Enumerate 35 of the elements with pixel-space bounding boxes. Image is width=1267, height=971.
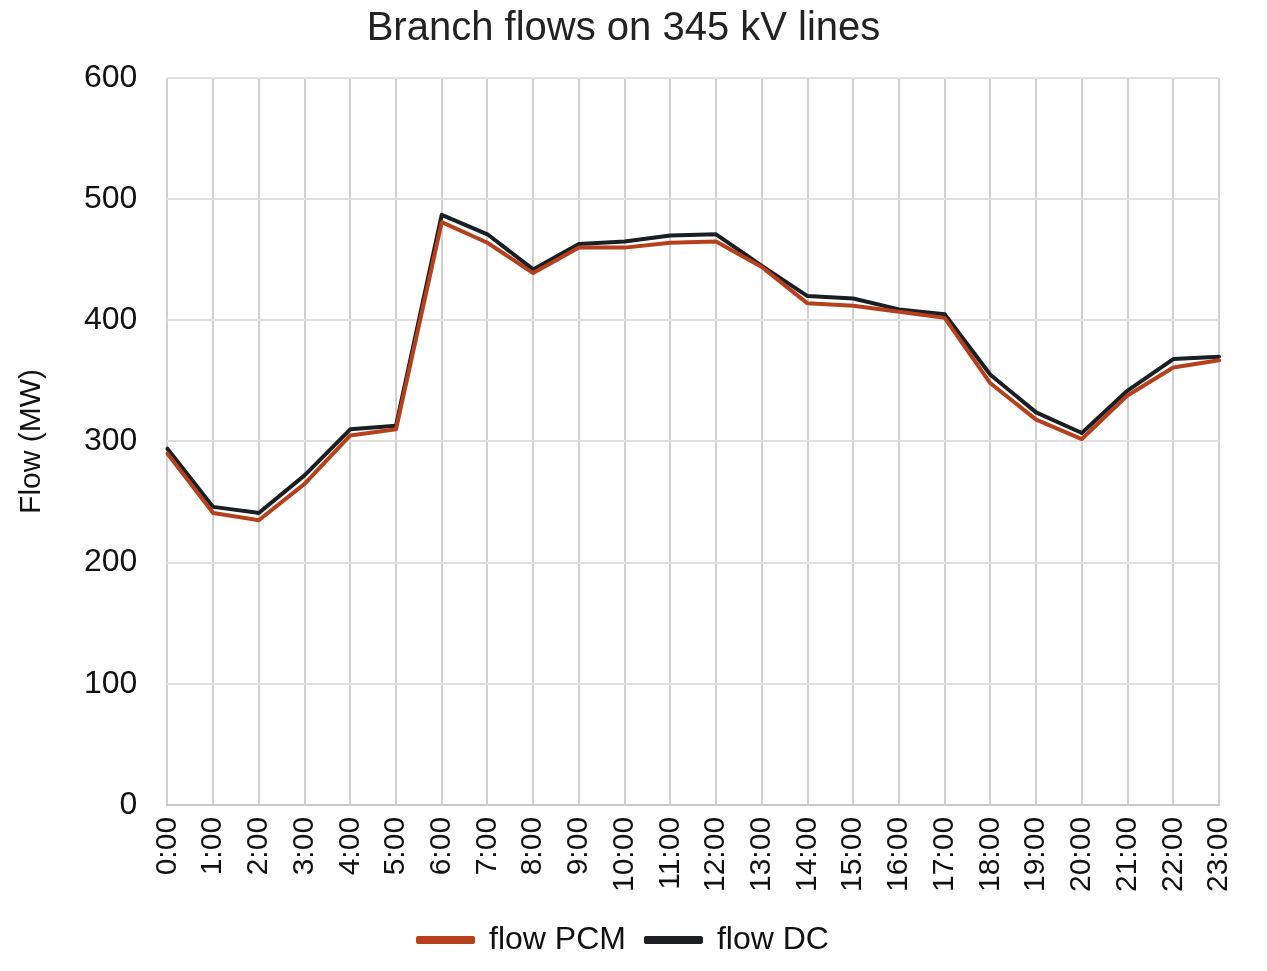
x-tick-label: 21:00	[1108, 816, 1142, 892]
chart-title: Branch flows on 345 kV lines	[366, 4, 881, 49]
y-tick-label: 100	[84, 663, 138, 700]
x-tick-label: 20:00	[1063, 816, 1097, 892]
x-tick-label: 15:00	[834, 816, 868, 892]
x-tick-label: 5:00	[377, 816, 411, 876]
x-tick-label: 4:00	[331, 816, 365, 876]
x-tick-label: 10:00	[605, 816, 639, 892]
x-tick-label: 11:00	[651, 816, 685, 890]
x-tick-label: 18:00	[971, 816, 1005, 892]
x-tick-label: 12:00	[697, 816, 731, 892]
x-tick-label: 16:00	[880, 816, 914, 892]
x-tick-label: 7:00	[468, 816, 502, 876]
x-tick-label: 13:00	[743, 816, 777, 892]
y-tick-label: 500	[84, 178, 138, 215]
x-tick-label: 14:00	[788, 816, 822, 892]
legend-label: flow PCM	[489, 919, 626, 956]
y-tick-label: 300	[84, 421, 138, 458]
x-tick-label: 6:00	[422, 816, 456, 876]
x-tick-label: 0:00	[148, 816, 182, 876]
x-tick-label: 8:00	[514, 816, 548, 876]
x-tick-label: 9:00	[560, 816, 594, 876]
x-tick-label: 1:00	[194, 816, 228, 876]
legend-label: flow DC	[716, 919, 829, 956]
y-tick-label: 400	[84, 300, 138, 337]
x-tick-label: 2:00	[240, 816, 274, 876]
x-tick-label: 17:00	[925, 816, 959, 892]
y-tick-label: 0	[119, 784, 138, 821]
y-tick-label: 600	[84, 57, 138, 94]
x-tick-label: 23:00	[1200, 816, 1234, 892]
x-tick-label: 19:00	[1017, 816, 1051, 892]
y-tick-label: 200	[84, 542, 138, 579]
x-tick-label: 3:00	[285, 816, 319, 876]
x-tick-label: 22:00	[1154, 816, 1188, 892]
y-axis-title: Flow (MW)	[13, 368, 47, 514]
